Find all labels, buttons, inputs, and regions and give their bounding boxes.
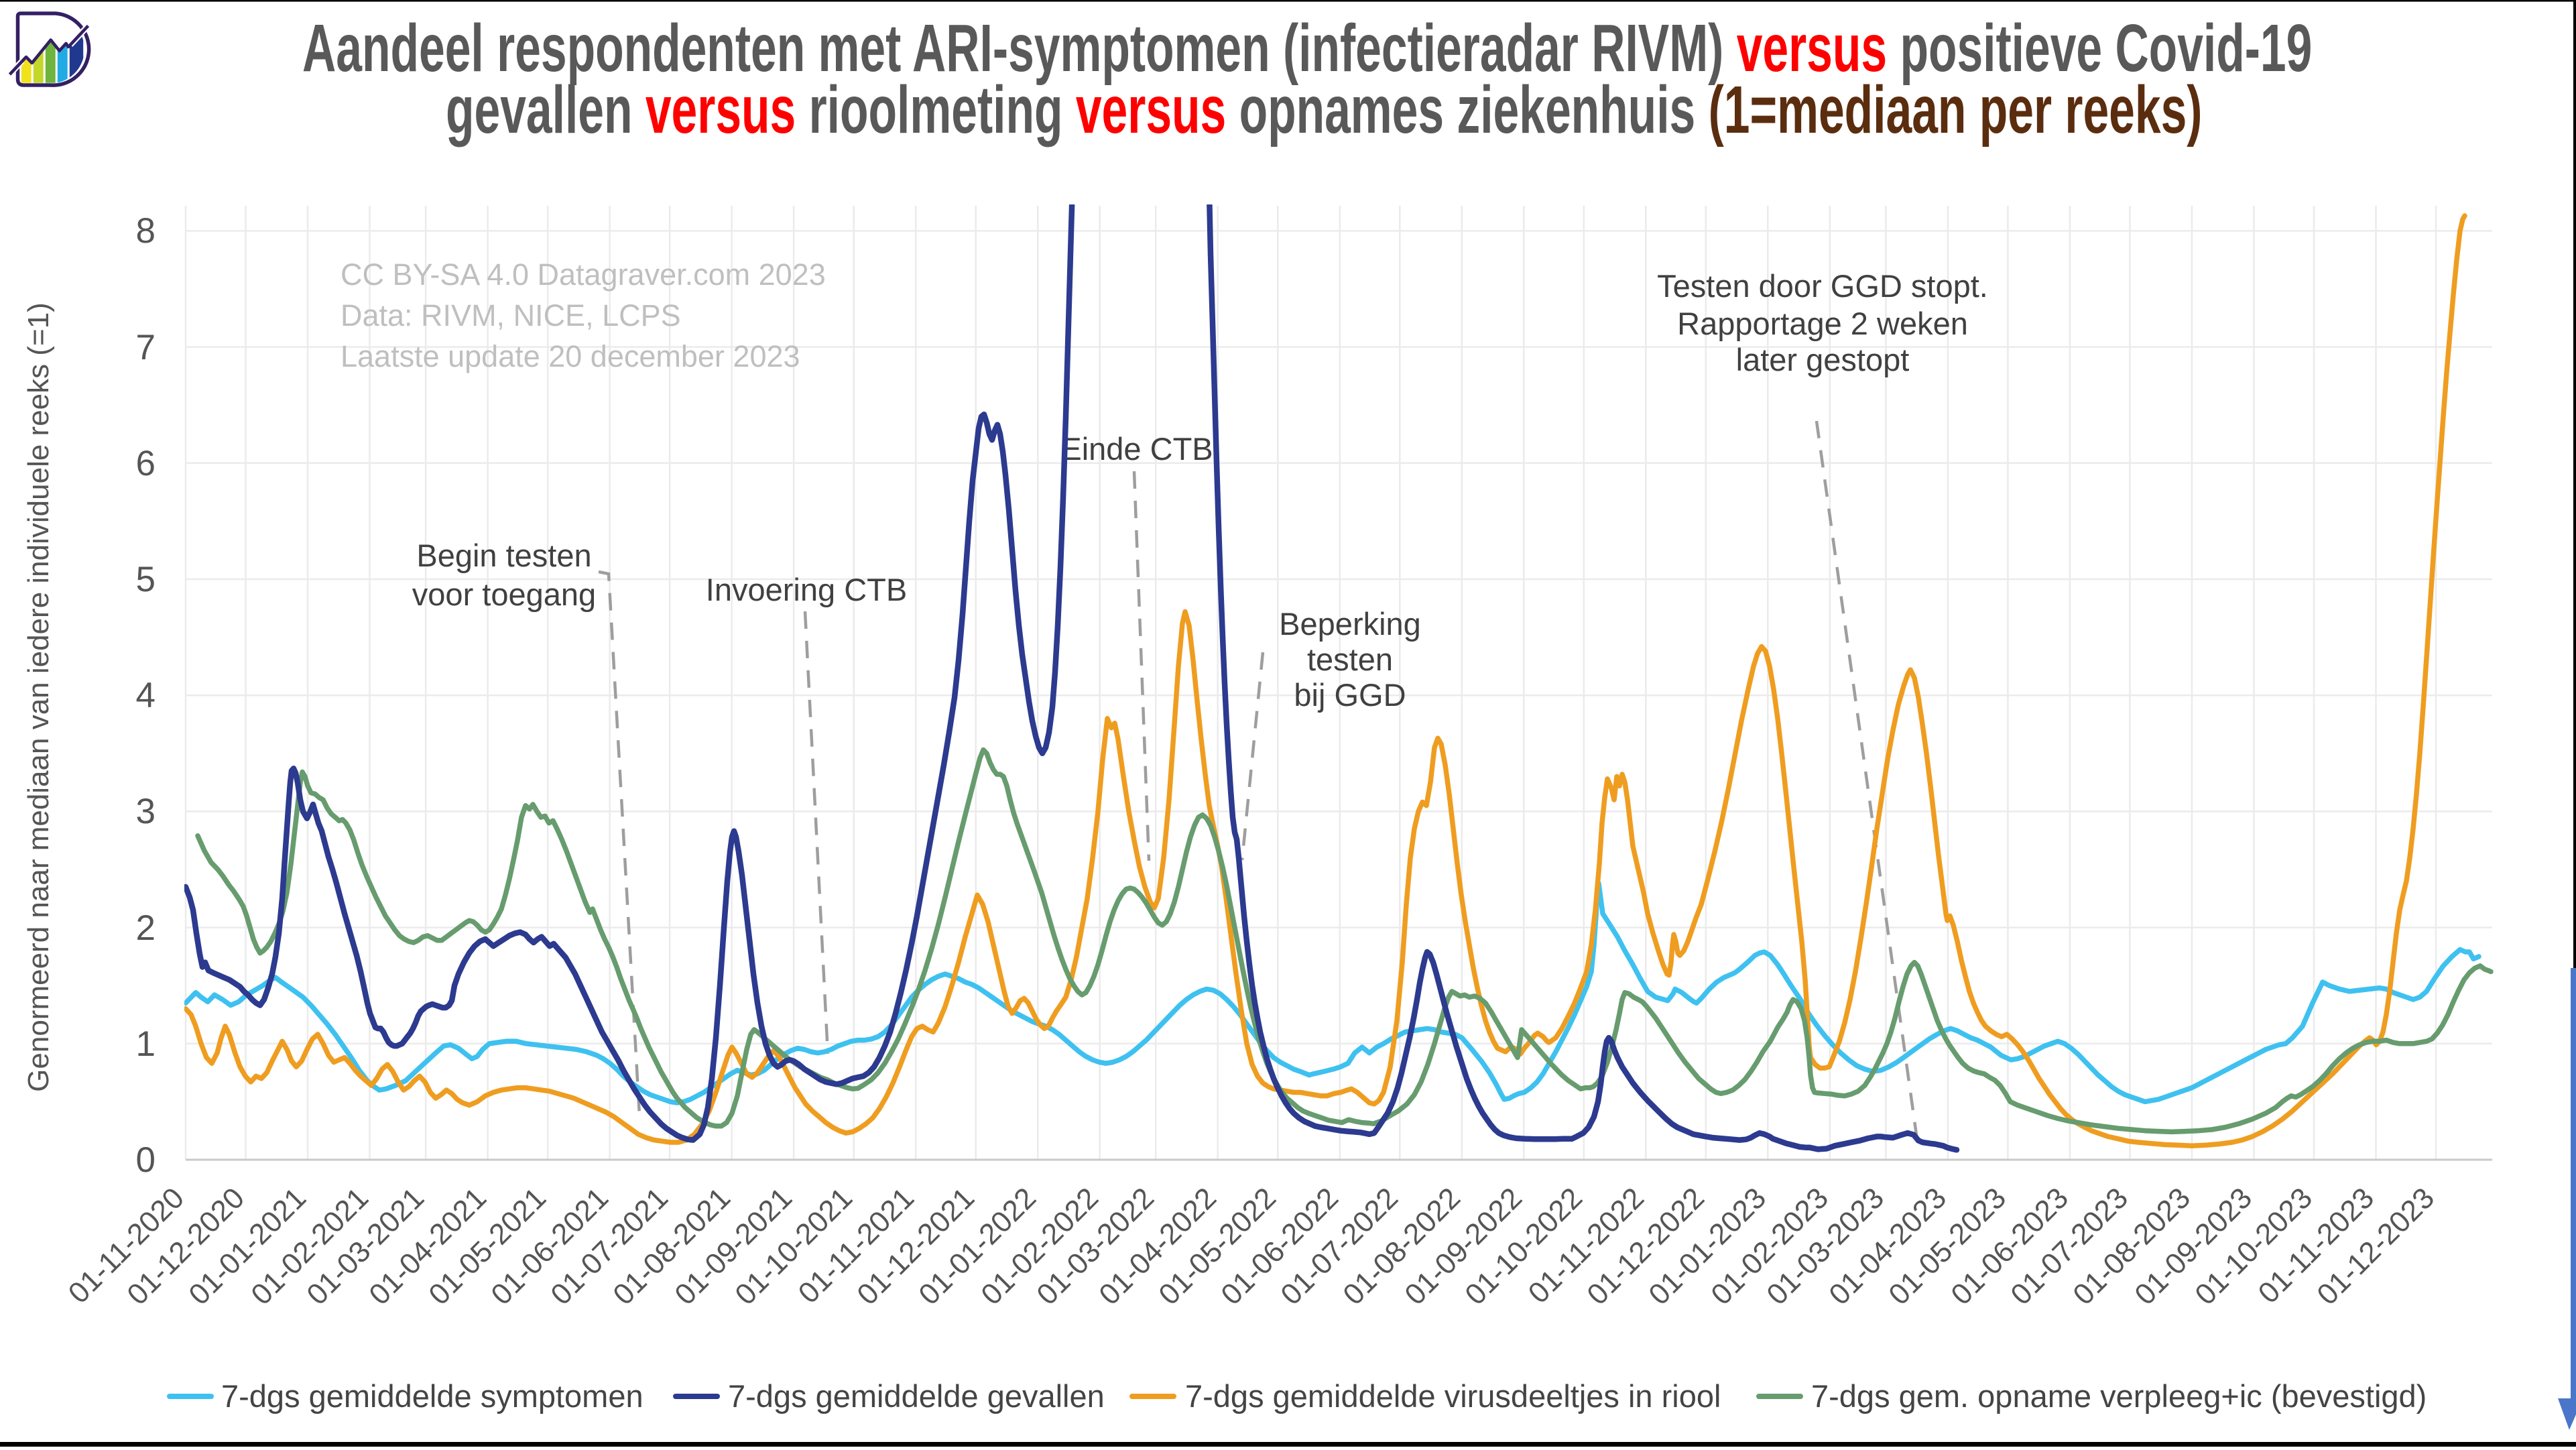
svg-text:7-dgs gem. opname verpleeg+ic: 7-dgs gem. opname verpleeg+ic (bevestigd… xyxy=(1811,1378,2427,1414)
svg-text:7-dgs gemiddelde symptomen: 7-dgs gemiddelde symptomen xyxy=(221,1378,643,1414)
svg-text:7-dgs gemiddelde virusdeeltjes: 7-dgs gemiddelde virusdeeltjes in riool xyxy=(1185,1378,1721,1414)
svg-text:Beperking: Beperking xyxy=(1279,606,1421,642)
svg-text:7-dgs gemiddelde gevallen: 7-dgs gemiddelde gevallen xyxy=(728,1378,1105,1414)
svg-text:4: 4 xyxy=(136,676,156,715)
svg-text:Aandeel respondenten met ARI-s: Aandeel respondenten met ARI-symptomen (… xyxy=(302,11,2312,86)
svg-text:Rapportage 2 weken: Rapportage 2 weken xyxy=(1677,306,1968,341)
svg-text:Einde CTB: Einde CTB xyxy=(1060,431,1213,467)
svg-text:testen: testen xyxy=(1307,642,1393,677)
svg-text:1: 1 xyxy=(136,1024,156,1064)
svg-text:3: 3 xyxy=(136,792,156,831)
svg-text:6: 6 xyxy=(136,444,156,483)
svg-text:Testen door GGD stopt.: Testen door GGD stopt. xyxy=(1657,268,1988,304)
svg-text:Data: RIVM, NICE, LCPS: Data: RIVM, NICE, LCPS xyxy=(341,298,681,333)
svg-text:CC BY-SA 4.0 Datagraver.com 20: CC BY-SA 4.0 Datagraver.com 2023 xyxy=(341,257,826,292)
svg-text:8: 8 xyxy=(136,211,156,251)
svg-text:later gestopt: later gestopt xyxy=(1736,342,1910,377)
svg-text:Genormeerd naar mediaan van ie: Genormeerd naar mediaan van iedere indiv… xyxy=(22,302,55,1092)
svg-text:Invoering CTB: Invoering CTB xyxy=(706,572,907,607)
svg-text:7: 7 xyxy=(136,328,156,367)
svg-text:0: 0 xyxy=(136,1140,156,1180)
svg-text:bij GGD: bij GGD xyxy=(1294,677,1406,713)
svg-text:Laatste update 20 december 202: Laatste update 20 december 2023 xyxy=(341,339,800,373)
svg-text:Begin testen: Begin testen xyxy=(416,538,591,573)
svg-text:voor toegang: voor toegang xyxy=(412,577,596,612)
svg-text:gevallen versus rioolmeting ve: gevallen versus rioolmeting versus opnam… xyxy=(446,73,2202,147)
svg-text:2: 2 xyxy=(136,908,156,948)
svg-text:5: 5 xyxy=(136,560,156,599)
